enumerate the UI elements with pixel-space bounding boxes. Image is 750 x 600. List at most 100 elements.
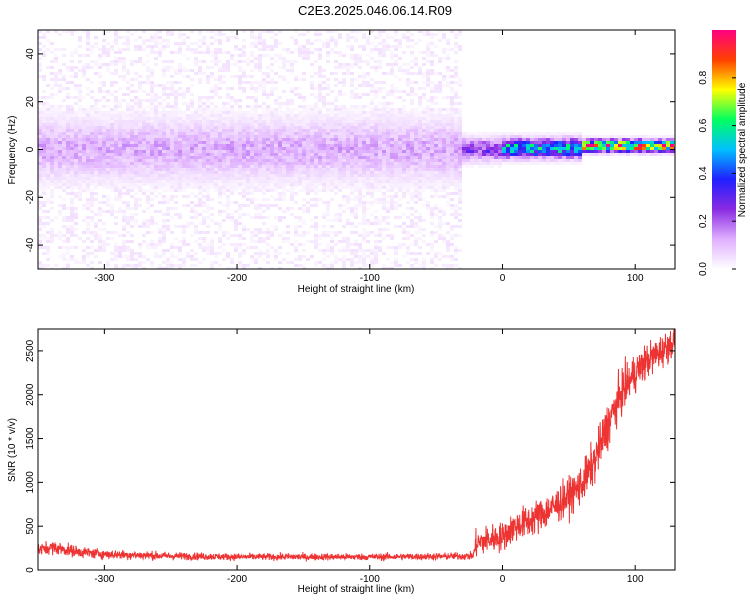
spectrogram-cell — [206, 153, 210, 156]
spectrogram-cell — [318, 132, 322, 135]
spectrogram-cell — [134, 108, 138, 111]
spectrogram-cell — [150, 105, 154, 108]
spectrogram-cell — [354, 252, 358, 255]
spectrogram-cell — [354, 39, 358, 42]
spectrogram-cell — [258, 30, 262, 33]
spectrogram-cell — [334, 66, 338, 69]
spectrogram-cell — [414, 156, 418, 159]
spectrogram-cell — [358, 150, 362, 153]
spectrogram-cell — [214, 168, 218, 171]
spectrogram-cell — [186, 69, 190, 72]
spectrogram-cell — [218, 33, 222, 36]
spectrogram-cell — [38, 156, 42, 159]
spectrogram-cell — [222, 108, 226, 111]
spectrogram-cell — [394, 249, 398, 252]
spectrogram-cell — [422, 180, 426, 183]
spectrogram-cell — [370, 78, 374, 81]
spectrogram-cell — [142, 90, 146, 93]
spectrogram-cell — [302, 123, 306, 126]
spectrogram-cell — [142, 123, 146, 126]
spectrogram-cell — [214, 39, 218, 42]
spectrogram-cell — [406, 192, 410, 195]
spectrogram-cell — [106, 201, 110, 204]
spectrogram-cell — [174, 108, 178, 111]
spectrogram-cell — [202, 120, 206, 123]
spectrogram-cell — [154, 96, 158, 99]
spectrogram-cell — [418, 123, 422, 126]
spectrogram-cell — [150, 192, 154, 195]
spectrogram-cell — [250, 111, 254, 114]
spectrogram-cell — [182, 237, 186, 240]
spectrogram-cell — [58, 174, 62, 177]
spectrogram-cell — [102, 177, 106, 180]
spectrogram-cell — [306, 168, 310, 171]
spectrogram-cell — [242, 186, 246, 189]
spectrogram-cell — [98, 147, 102, 150]
spectrogram-cell — [122, 150, 126, 153]
spectrogram-cell — [258, 105, 262, 108]
spectrogram-cell — [118, 57, 122, 60]
spectrogram-cell — [350, 132, 354, 135]
spectrogram-cell — [414, 126, 418, 129]
spectrogram-cell — [262, 30, 266, 33]
spectrogram-cell — [86, 186, 90, 189]
spectrogram-cell — [358, 60, 362, 63]
spectrogram-cell — [238, 186, 242, 189]
spectrogram-cell — [102, 54, 106, 57]
spectrogram-cell — [398, 57, 402, 60]
spectrogram-cell — [390, 195, 394, 198]
spectrogram-cell — [214, 153, 218, 156]
spectrogram-cell — [42, 189, 46, 192]
spectrogram-cell — [430, 180, 434, 183]
spectrogram-cell — [194, 108, 198, 111]
spectrogram-cell — [154, 156, 158, 159]
spectrogram-cell — [86, 138, 90, 141]
spectrogram-cell — [234, 111, 238, 114]
spectrogram-cell — [294, 174, 298, 177]
spectrogram-cell — [166, 117, 170, 120]
spectrogram-cell — [90, 150, 94, 153]
spectrogram-cell — [106, 147, 110, 150]
spectrogram-cell — [218, 81, 222, 84]
spectrogram-cell — [194, 156, 198, 159]
spectrogram-cell — [206, 204, 210, 207]
spectrogram-cell — [338, 183, 342, 186]
spectrogram-cell — [138, 114, 142, 117]
spectrogram-cell — [86, 114, 90, 117]
spectrogram-cell — [194, 60, 198, 63]
spectrogram-cell — [374, 198, 378, 201]
spectrogram-cell — [322, 102, 326, 105]
spectrogram-cell — [246, 186, 250, 189]
spectrogram-cell — [282, 123, 286, 126]
spectrogram-cell — [202, 180, 206, 183]
spectrogram-cell — [358, 198, 362, 201]
spectrogram-cell — [314, 150, 318, 153]
spectrogram-cell — [234, 153, 238, 156]
spectrogram-cell — [270, 69, 274, 72]
spectrogram-cell — [134, 156, 138, 159]
spectrogram-cell — [74, 228, 78, 231]
spectrogram-cell — [354, 57, 358, 60]
spectrogram-cell — [238, 84, 242, 87]
spectrogram-cell — [106, 111, 110, 114]
spectrogram-cell — [38, 222, 42, 225]
spectrogram-cell — [38, 240, 42, 243]
spectrogram-cell — [122, 123, 126, 126]
spectrogram-cell — [306, 207, 310, 210]
spectrogram-cell — [354, 138, 358, 141]
spectrogram-cell — [138, 105, 142, 108]
spectrogram-cell — [98, 114, 102, 117]
spectrogram-cell — [206, 162, 210, 165]
spectrogram-cell — [330, 108, 334, 111]
spectrogram-cell — [238, 162, 242, 165]
spectrogram-cell — [334, 183, 338, 186]
spectrogram-cell — [182, 123, 186, 126]
spectrogram-cell — [122, 93, 126, 96]
spectrogram-cell — [154, 42, 158, 45]
spectrogram-cell — [230, 153, 234, 156]
spectrogram-cell — [250, 201, 254, 204]
spectrogram-cell — [142, 144, 146, 147]
spectrogram-cell — [302, 156, 306, 159]
spectrogram-cell — [166, 144, 170, 147]
spectrogram-cell — [162, 219, 166, 222]
